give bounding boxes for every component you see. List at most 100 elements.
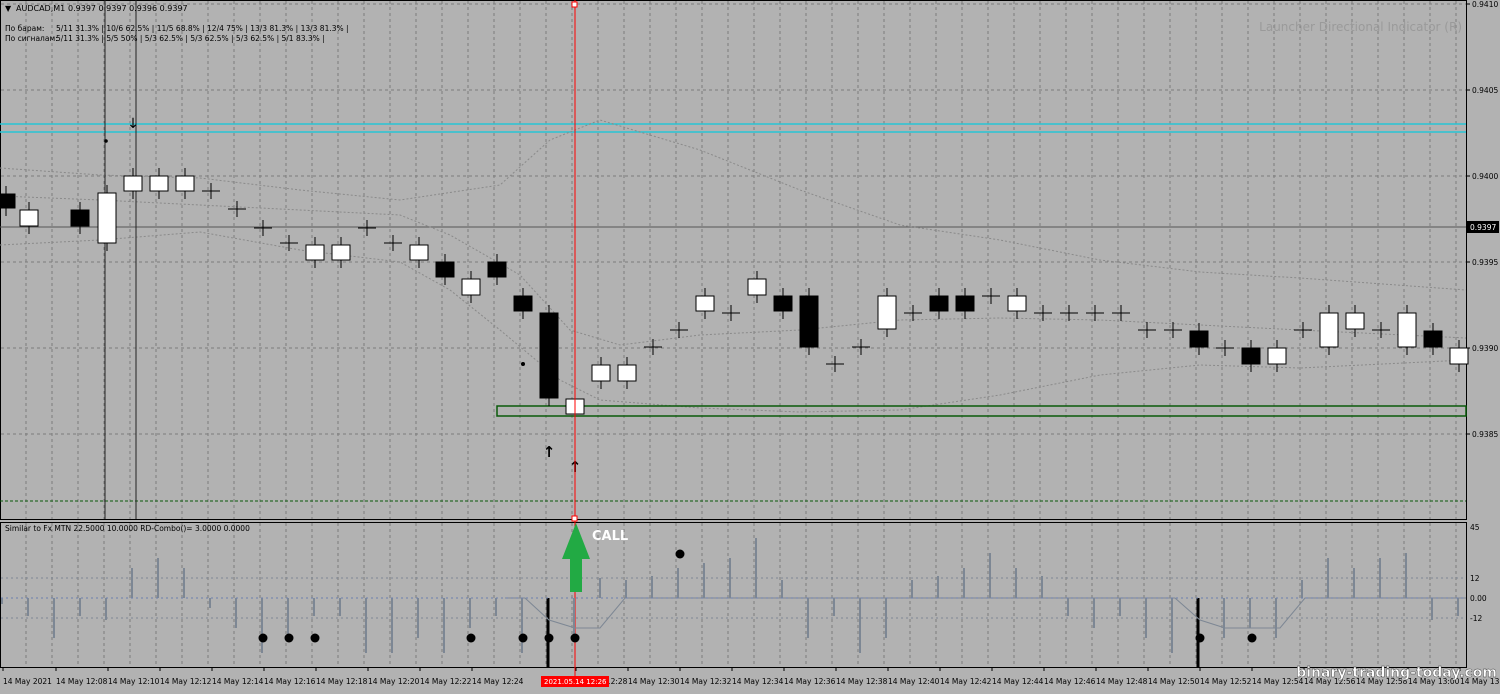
signal-dot <box>1195 633 1205 643</box>
up-arrow-icon: ↑ <box>543 443 556 461</box>
time-label: 14 May 13:0 <box>1460 677 1500 686</box>
bear-candle <box>1189 330 1209 348</box>
bull-candle <box>409 244 429 261</box>
bear-candle <box>539 312 559 399</box>
time-label: 14 May 12:30 <box>628 677 680 686</box>
signal-dot <box>675 549 685 559</box>
signal-dot <box>310 633 320 643</box>
bull-candle <box>1267 347 1287 365</box>
time-label: 14 May 12:36 <box>784 677 836 686</box>
bull-candle <box>331 244 351 261</box>
price-axis[interactable]: 0.9410 0.9405 0.9400 0.9395 0.9390 0.9385 <box>1466 0 1498 439</box>
bear-candle <box>773 295 793 312</box>
time-label: 14 May 12:20 <box>368 677 420 686</box>
time-label: 14 May 12:58 <box>1356 677 1408 686</box>
signal-dot <box>466 633 476 643</box>
bear-candle <box>435 261 455 278</box>
time-label: 14 May 12:12 <box>160 677 212 686</box>
site-watermark: binary-trading-today.com <box>1296 665 1497 681</box>
price-label: 0.9390 <box>1472 344 1498 353</box>
indicator-header: Similar to Fx MTN 22.5000 10.0000 RD-Com… <box>5 524 250 533</box>
indicator-level-label: 45 <box>1470 523 1480 532</box>
time-label: 14 May 12:34 <box>732 677 784 686</box>
signal-dot <box>284 633 294 643</box>
bull-candle <box>97 192 117 244</box>
signal-dot <box>544 633 554 643</box>
price-label: 0.9395 <box>1472 258 1498 267</box>
price-label: 0.9405 <box>1472 86 1498 95</box>
bear-candle <box>70 209 90 227</box>
bull-candle <box>123 175 143 192</box>
crosshair-handle-bottom[interactable] <box>571 515 578 522</box>
stats-bars-label: По барам: <box>5 24 44 33</box>
dot-marker <box>521 362 525 366</box>
stats-signals-values: 5/11 31.3% | 5/5 50% | 5/3 62.5% | 5/3 6… <box>56 34 325 43</box>
ohlc-prices: 0.9397 0.9397 0.9396 0.9397 <box>68 4 188 13</box>
indicator-frame <box>0 522 1467 668</box>
bull-candle <box>175 175 195 192</box>
bull-candle <box>617 364 637 382</box>
main-chart-frame <box>0 0 1467 520</box>
indicator-grid <box>25 523 1457 667</box>
candles <box>0 168 1469 422</box>
crosshair-handle-top[interactable] <box>571 1 578 8</box>
time-label: 14 May 12:44 <box>992 677 1044 686</box>
time-label: 14 May 12:38 <box>836 677 888 686</box>
time-label: 14 May 12:42 <box>940 677 992 686</box>
indicator-level-axis: 45 12 0.00 -12 <box>1 523 1487 623</box>
current-price-label: 0.9397 <box>1470 223 1496 232</box>
time-label: 14 May 2021 <box>3 677 52 686</box>
stats-bars-values: 5/11 31.3% | 10/6 62.5% | 11/5 68.8% | 1… <box>56 24 349 33</box>
bull-candle <box>591 364 611 382</box>
indicator-level-label: 12 <box>1470 574 1480 583</box>
time-label: 14 May 12:24 <box>472 677 524 686</box>
time-label: 14 May 12:14 <box>212 677 264 686</box>
indicator-level-label: -12 <box>1470 614 1482 623</box>
band-middle <box>0 195 1467 346</box>
signal-dot <box>258 633 268 643</box>
dot-marker <box>104 139 108 143</box>
bull-candle <box>305 244 325 261</box>
signal-dot <box>518 633 528 643</box>
bear-candle <box>0 193 16 209</box>
bear-candle <box>929 295 949 312</box>
time-label: 14 May 12:40 <box>888 677 940 686</box>
time-label: 14 May 12:54 <box>1252 677 1304 686</box>
time-label: 14 May 12:08 <box>56 677 108 686</box>
bull-candle <box>1397 312 1417 348</box>
call-signal-label: CALL <box>592 529 628 544</box>
bear-candle <box>1241 347 1261 365</box>
bull-candle <box>1007 295 1027 312</box>
dropdown-triangle-icon[interactable]: ▼ <box>5 4 12 13</box>
support-zone <box>496 405 1467 417</box>
bear-candle <box>513 295 533 312</box>
stats-signals-label: По сигналам: <box>5 34 58 43</box>
cursor-time-marker <box>541 676 609 687</box>
signal-dot <box>1247 633 1257 643</box>
cursor-time-label: 2021.05.14 12:26 <box>544 678 607 686</box>
bull-candle <box>1449 347 1469 365</box>
call-arrow-icon <box>562 523 590 592</box>
down-arrow-icon: ↓ <box>127 116 139 132</box>
price-label: 0.9400 <box>1472 172 1498 181</box>
time-label: 14 May 12:22 <box>420 677 472 686</box>
time-label: 14 May 12:10 <box>108 677 160 686</box>
time-label: 14 May 12:50 <box>1148 677 1200 686</box>
time-label: 14 May 12:32 <box>680 677 732 686</box>
bull-candle <box>461 278 481 296</box>
time-label: 14 May 12:18 <box>316 677 368 686</box>
time-label: 14 May 12:52 <box>1200 677 1252 686</box>
indicator-level-label: 0.00 <box>1470 594 1487 603</box>
indicator-watermark: Launcher Directional Indicator (R) <box>1259 20 1462 34</box>
bear-candle <box>955 295 975 312</box>
price-label: 0.9385 <box>1472 430 1498 439</box>
bull-candle <box>19 209 39 227</box>
bear-candle <box>799 295 819 348</box>
bull-candle <box>695 295 715 312</box>
time-label: 14 May 13:00 <box>1408 677 1460 686</box>
time-label: 14 May 12:16 <box>264 677 316 686</box>
bear-candle <box>1423 330 1443 348</box>
time-label: 14 May 12:46 <box>1044 677 1096 686</box>
